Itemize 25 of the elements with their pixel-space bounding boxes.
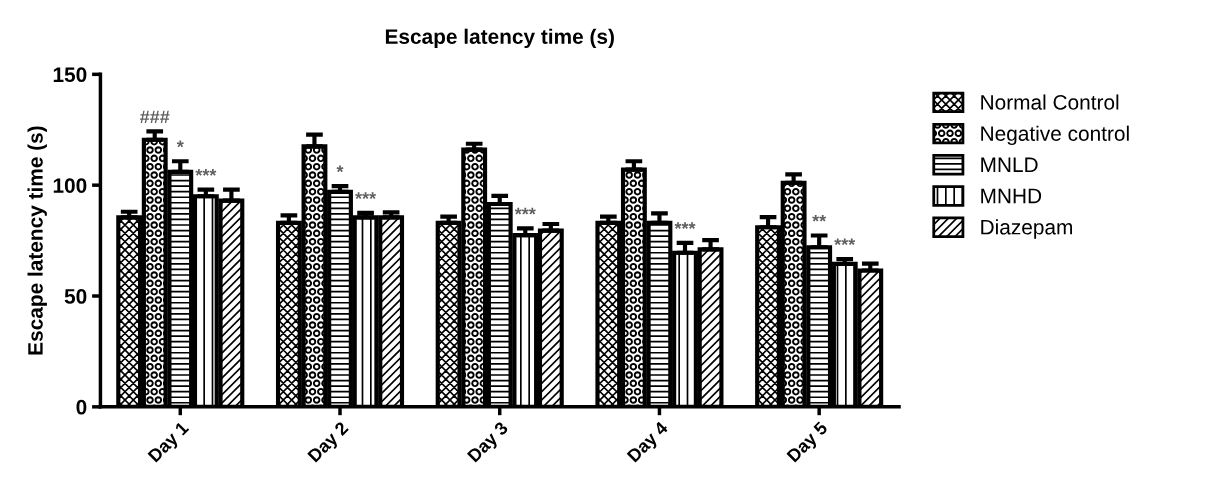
x-tick-label: Day 1	[147, 420, 192, 466]
chart-title: Escape latency time (s)	[385, 28, 614, 49]
x-tick-label: Day 3	[466, 420, 512, 466]
y-tick-label: 0	[76, 399, 87, 415]
x-tick-label: Day 4	[626, 420, 672, 466]
legend-label: MNHD	[981, 188, 1042, 204]
legend-label: Diazepam	[981, 219, 1072, 239]
y-tick-label: 100	[53, 178, 87, 193]
data-label: ***	[834, 238, 856, 246]
data-label: ###	[139, 110, 170, 124]
legend-label: Negative control	[981, 125, 1129, 146]
data-label: *	[336, 165, 344, 173]
data-label: *	[176, 140, 184, 148]
x-tick-label: Day 2	[307, 420, 352, 466]
legend-label: Normal Control	[981, 94, 1119, 110]
data-label: ***	[674, 222, 696, 229]
y-tick-label: 50	[64, 289, 87, 304]
data-label: ***	[355, 192, 377, 199]
legend-label: MNLD	[981, 157, 1038, 172]
data-label: ***	[195, 169, 217, 176]
data-label: ***	[514, 207, 536, 215]
x-tick-label: Day 5	[786, 420, 831, 466]
y-tick-label: 150	[53, 67, 87, 83]
y-axis-title: Escape latency time (s)	[27, 126, 47, 355]
data-label: **	[812, 214, 827, 222]
